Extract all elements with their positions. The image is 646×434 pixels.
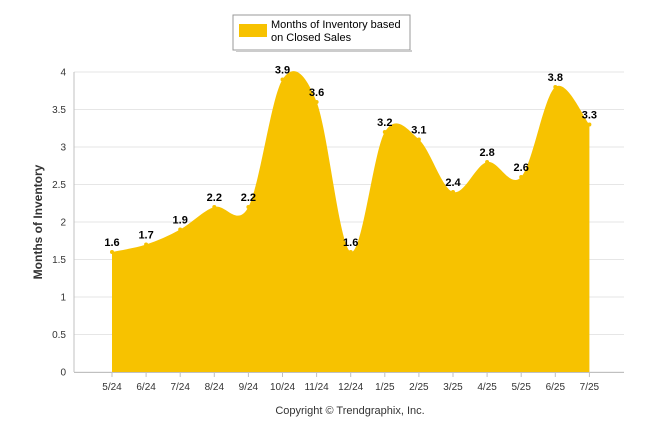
data-point[interactable] bbox=[553, 85, 558, 89]
data-label: 1.6 bbox=[343, 237, 358, 249]
data-label: 1.7 bbox=[138, 230, 153, 242]
data-point[interactable] bbox=[314, 100, 319, 104]
data-label: 1.6 bbox=[104, 237, 119, 249]
data-label: 2.2 bbox=[207, 192, 222, 204]
data-point[interactable] bbox=[348, 250, 353, 254]
y-axis-title: Months of Inventory bbox=[31, 164, 45, 279]
y-tick-label: 1 bbox=[60, 293, 66, 304]
y-tick-label: 0 bbox=[60, 368, 66, 379]
x-tick-label: 2/25 bbox=[409, 382, 429, 393]
data-point[interactable] bbox=[212, 205, 217, 209]
x-tick-label: 6/25 bbox=[546, 382, 566, 393]
data-point[interactable] bbox=[519, 175, 524, 179]
x-tick-label: 9/24 bbox=[239, 382, 259, 393]
x-tick-label: 3/25 bbox=[443, 382, 463, 393]
data-point[interactable] bbox=[280, 77, 285, 82]
y-tick-label: 2 bbox=[60, 218, 66, 229]
x-tick-label: 7/25 bbox=[580, 382, 600, 393]
axes: 0 0.5 1 1.5 2 2.5 3 3.5 4 5/24 6/24 7/24 8/24 9/24 10/… bbox=[52, 68, 624, 393]
data-label: 3.3 bbox=[582, 110, 597, 122]
y-tick-label: 3.5 bbox=[52, 105, 66, 116]
data-label: 2.2 bbox=[241, 192, 256, 204]
y-tick-label: 2.5 bbox=[52, 180, 66, 191]
x-tick-label: 10/24 bbox=[270, 382, 295, 393]
y-tick-label: 0.5 bbox=[52, 330, 66, 341]
y-tick-label: 3 bbox=[60, 143, 66, 154]
legend-label-line-2: on Closed Sales bbox=[271, 32, 352, 44]
legend-shadow bbox=[236, 50, 412, 52]
data-label: 2.8 bbox=[479, 147, 494, 159]
data-label: 3.9 bbox=[275, 65, 290, 77]
data-point[interactable] bbox=[178, 227, 183, 232]
data-label: 2.4 bbox=[445, 177, 461, 189]
x-tick-label: 5/24 bbox=[102, 382, 122, 393]
legend-swatch bbox=[239, 24, 267, 37]
x-tick-label: 1/25 bbox=[375, 382, 395, 393]
data-point[interactable] bbox=[144, 242, 149, 247]
data-point[interactable] bbox=[110, 250, 114, 254]
x-tick-label: 11/24 bbox=[304, 382, 329, 393]
data-label: 2.6 bbox=[514, 162, 529, 174]
data-labels: 1.6 1.7 1.9 2.2 2.2 3.9 3.6 1.6 3.2 3.1 2.4 2.8 2.6 3… bbox=[104, 65, 597, 254]
data-label: 3.6 bbox=[309, 87, 324, 99]
data-label: 1.9 bbox=[173, 215, 188, 227]
data-point[interactable] bbox=[416, 137, 421, 142]
data-point[interactable] bbox=[382, 130, 387, 134]
x-tick-label: 6/24 bbox=[136, 382, 156, 393]
y-tick-label: 1.5 bbox=[52, 255, 66, 266]
x-tick-label: 5/25 bbox=[511, 382, 531, 393]
data-point[interactable] bbox=[451, 190, 455, 194]
x-tick-label: 4/25 bbox=[477, 382, 497, 393]
x-tick-label: 8/24 bbox=[205, 382, 225, 393]
data-point[interactable] bbox=[246, 205, 251, 209]
data-label: 3.2 bbox=[377, 117, 392, 129]
data-point[interactable] bbox=[587, 122, 592, 127]
area-series-fill bbox=[112, 71, 590, 372]
x-tick-label: 12/24 bbox=[338, 382, 363, 393]
copyright-credit: Copyright © Trendgraphix, Inc. bbox=[275, 405, 424, 417]
data-point[interactable] bbox=[485, 160, 490, 164]
x-tick-label: 7/24 bbox=[170, 382, 190, 393]
legend[interactable]: Months of Inventory based on Closed Sale… bbox=[232, 14, 412, 52]
data-label: 3.1 bbox=[411, 125, 426, 137]
data-label: 3.8 bbox=[548, 72, 563, 84]
legend-label-line-1: Months of Inventory based bbox=[271, 19, 401, 31]
y-tick-label: 4 bbox=[60, 68, 66, 79]
